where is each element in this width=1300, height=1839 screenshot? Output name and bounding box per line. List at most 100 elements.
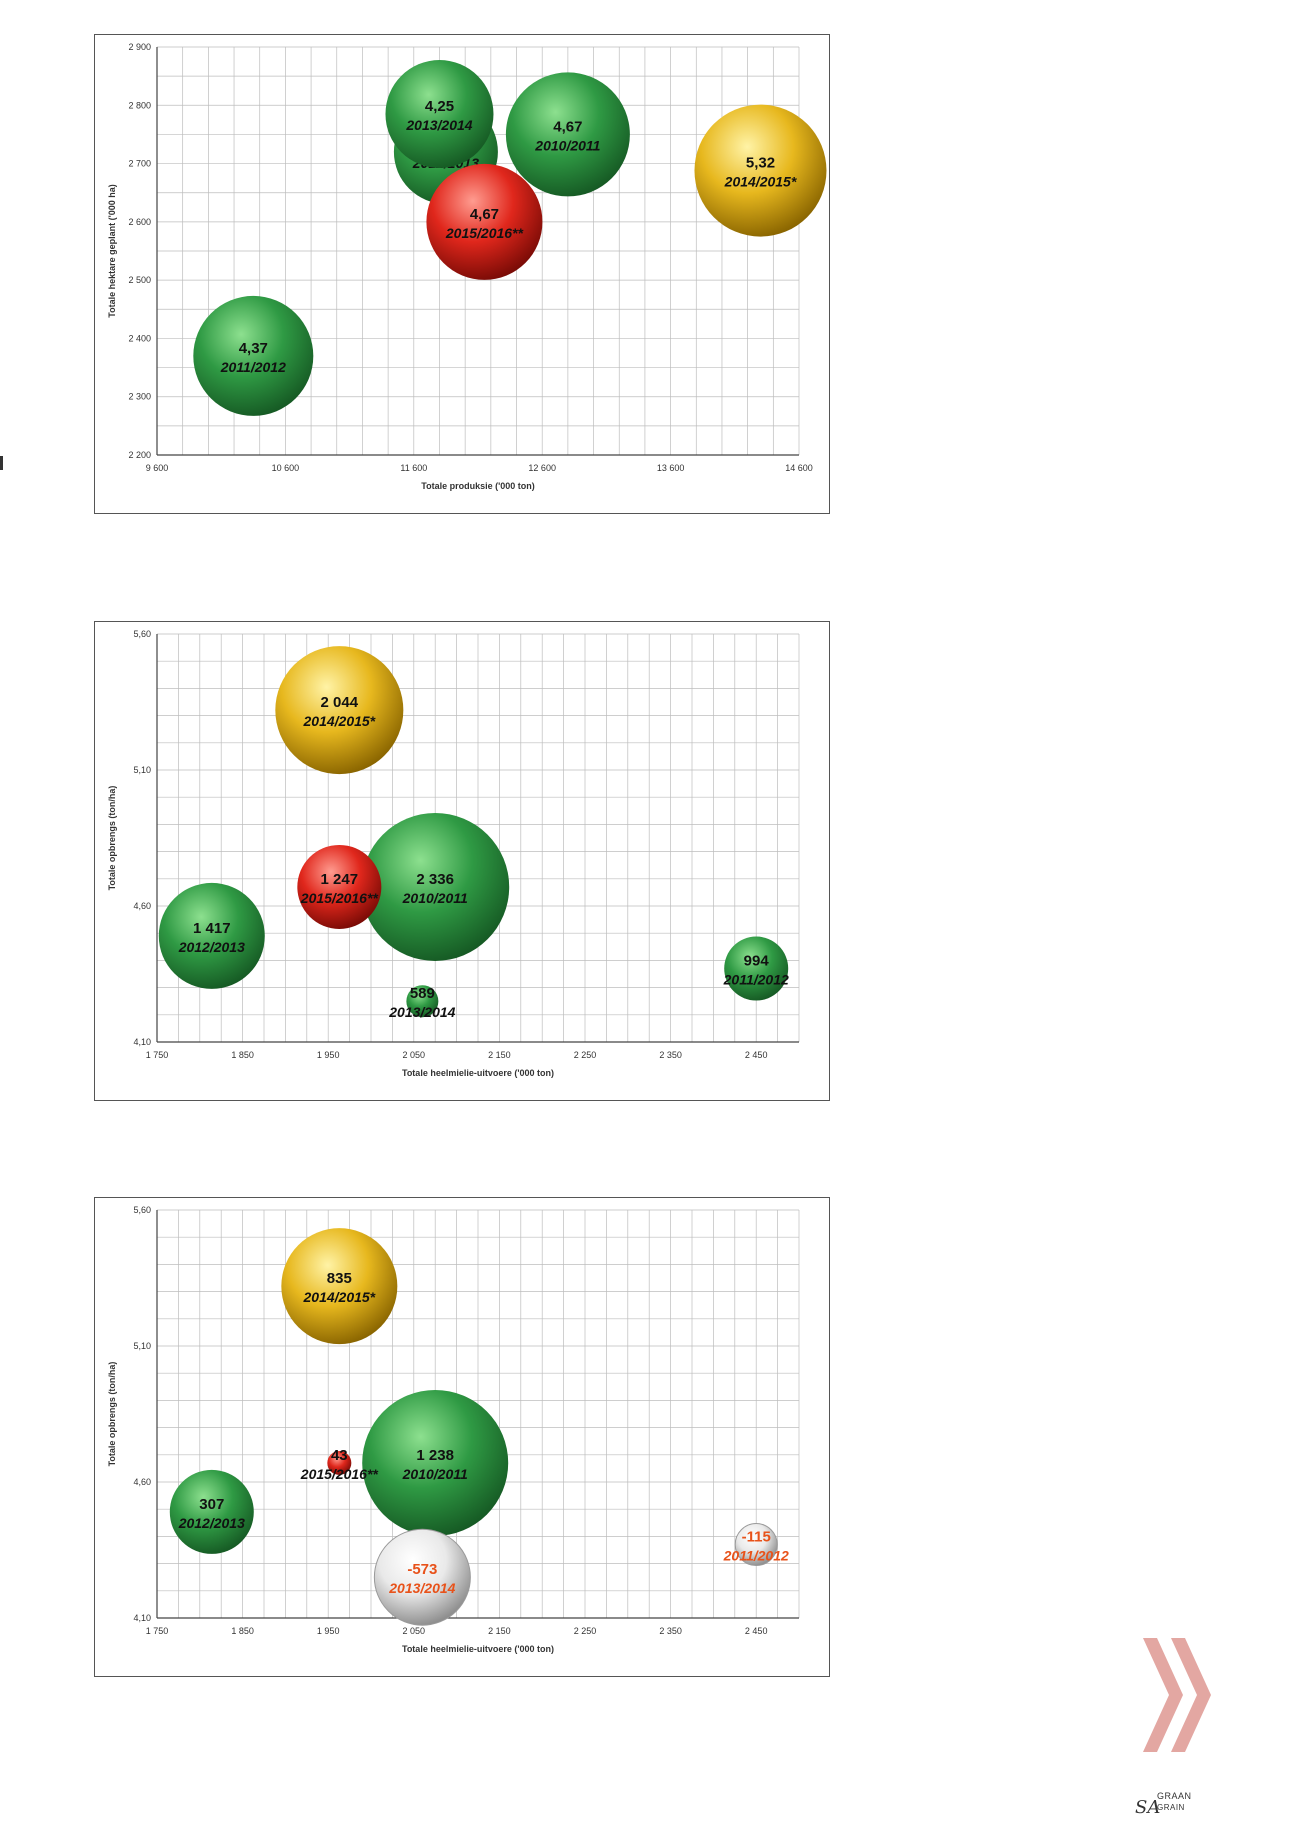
y-tick-label: 2 600 [128,217,151,227]
x-tick-label: 1 750 [146,1050,169,1060]
x-tick-label: 2 350 [659,1626,682,1636]
y-tick-label: 4,60 [133,901,151,911]
bubble-value: 43 [331,1447,348,1464]
bubble-2014/2015* [275,646,404,775]
bubble-2010/2011 [505,72,630,197]
y-tick-label: 2 700 [128,159,151,169]
bubble-season-label: 2015/2016** [300,890,379,906]
logo-graan: GRAAN [1157,1791,1192,1801]
bubble-2011/2012 [734,1523,778,1567]
logo-sa: SA [1135,1797,1161,1818]
logo-grain: GRAIN [1157,1803,1185,1812]
x-tick-label: 11 600 [400,463,427,473]
bubble-value: 1 417 [193,920,231,937]
next-page-arrow-icon[interactable] [1135,1630,1215,1760]
bubble-season-label: 2011/2012 [723,1548,789,1564]
bubble-2015/2016** [327,1450,352,1475]
bubble-2013/2014 [385,60,494,169]
bubble-2010/2011 [362,1389,509,1536]
chart-exports-vs-yield-balance: 1 750 1 850 1 950 2 050 2 150 2 250 2 350 2 450… [94,1197,830,1677]
x-tick-label: 2 150 [488,1050,511,1060]
chart-2-svg: 1 750 1 850 1 950 2 050 2 150 2 250 2 350 2 450… [107,629,800,1078]
x-tick-label: 2 450 [745,1050,768,1060]
bubble-season-label: 2014/2015* [724,174,797,190]
x-tick-label: 14 600 [785,463,813,473]
y-tick-label: 2 400 [128,333,151,343]
x-tick-label: 2 050 [403,1626,426,1636]
x-tick-label: 1 750 [146,1626,169,1636]
bubble-value: 2 336 [416,871,454,888]
y-tick-label: 2 900 [128,42,151,52]
y-tick-label: 4,10 [133,1037,151,1047]
y-axis-title: Totale opbrengs (ton/ha) [107,786,117,891]
bubble-value: 589 [410,985,435,1002]
bubble-2015/2016** [297,844,382,929]
y-axis-title: Totale hektare geplant ('000 ha) [107,184,117,318]
bubble-2012/2013 [158,882,265,989]
y-tick-label: 2 300 [128,392,151,402]
bubble-value: -573 [407,1561,437,1578]
x-tick-label: 1 950 [317,1626,340,1636]
bubble-season-label: 2013/2014 [388,1004,455,1020]
bubble-season-label: 2015/2016** [445,225,524,241]
sa-graan-grain-logo: SA GRAAN GRAIN [1135,1791,1205,1821]
bubble-2013/2014 [406,985,439,1018]
bubble-2010/2011 [361,812,510,961]
y-tick-label: 4,60 [133,1477,151,1487]
bubble-season-label: 2011/2012 [220,359,286,375]
y-axis-title: Totale opbrengs (ton/ha) [107,1362,117,1467]
x-tick-label: 2 050 [403,1050,426,1060]
bubble-value: 994 [744,953,770,970]
x-axis-title: Totale heelmielie-uitvoere ('000 ton) [402,1644,554,1654]
x-tick-label: 2 450 [745,1626,768,1636]
x-tick-label: 2 150 [488,1626,511,1636]
chart-exports-vs-yield: 1 750 1 850 1 950 2 050 2 150 2 250 2 350 2 450… [94,621,830,1101]
y-tick-label: 2 500 [128,275,151,285]
bubble-season-label: 2013/2014 [405,117,472,133]
chart-3-svg: 1 750 1 850 1 950 2 050 2 150 2 250 2 350 2 450… [107,1205,800,1654]
bubble-value: 5,32 [746,155,775,172]
y-tick-label: 5,60 [133,1205,151,1215]
bubble-season-label: 2014/2015* [303,713,376,729]
x-tick-label: 2 250 [574,1626,597,1636]
bubble-value: 4,25 [425,98,454,115]
bubble-2014/2015* [281,1228,398,1345]
bubble-2013/2014 [373,1528,471,1626]
x-tick-label: 12 600 [528,463,556,473]
bubble-2014/2015* [694,104,827,237]
bubble-value: 4,67 [553,118,582,135]
bubble-season-label: 2012/2013 [178,1515,245,1531]
x-axis-title: Totale produksie ('000 ton) [421,481,535,491]
x-tick-label: 13 600 [657,463,685,473]
x-tick-label: 1 950 [317,1050,340,1060]
x-tick-label: 10 600 [272,463,300,473]
bubble-season-label: 2010/2011 [402,1466,468,1482]
page-edge-mark [0,456,3,470]
bubble-season-label: 2010/2011 [534,137,600,153]
bubble-season-label: 2010/2011 [402,890,468,906]
x-tick-label: 2 350 [659,1050,682,1060]
y-tick-label: 2 800 [128,100,151,110]
chart-production-vs-area: 9 600 10 600 11 600 12 600 13 600 14 600 2 200… [94,34,830,514]
bubble-season-label: 2013/2014 [388,1580,455,1596]
bubble-value: -115 [742,1529,771,1546]
bubble-value: 2 044 [321,694,359,711]
bubble-value: 4,67 [470,206,499,223]
bubble-value: 307 [199,1496,224,1513]
y-tick-label: 5,60 [133,629,151,639]
x-tick-label: 2 250 [574,1050,597,1060]
bubble-2011/2012 [193,295,314,416]
x-tick-label: 1 850 [231,1050,254,1060]
x-tick-label: 9 600 [146,463,169,473]
bubble-value: 1 238 [416,1447,454,1464]
bubble-season-label: 2011/2012 [723,972,789,988]
bubble-value: 835 [327,1270,352,1287]
y-tick-label: 2 200 [128,450,151,460]
y-tick-label: 5,10 [133,765,151,775]
bubble-season-label: 2012/2013 [178,939,245,955]
x-axis-title: Totale heelmielie-uitvoere ('000 ton) [402,1068,554,1078]
bubble-2012/2013 [169,1469,254,1554]
bubble-season-label: 2015/2016** [300,1466,379,1482]
chart-1-svg: 9 600 10 600 11 600 12 600 13 600 14 600 2 200… [107,42,827,491]
x-tick-label: 1 850 [231,1626,254,1636]
